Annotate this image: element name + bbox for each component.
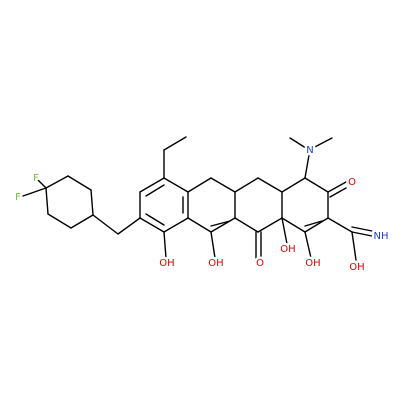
atom-label: OH (159, 258, 174, 269)
atom-label: OH (280, 244, 295, 255)
atom-label: O (256, 258, 264, 269)
atom-label: N (306, 145, 313, 156)
atom-label: OH (208, 258, 223, 269)
atom-label: O (348, 177, 356, 188)
atom-label: OH (305, 258, 320, 269)
atom-label: NH (374, 231, 389, 242)
atom-label: F (15, 192, 21, 203)
atom-label: F (33, 173, 39, 184)
atom-label: OH (349, 262, 364, 273)
bonds (19, 136, 373, 261)
atom-labels: F F N O NH OH OH OH O OH OH OH (13, 143, 391, 276)
